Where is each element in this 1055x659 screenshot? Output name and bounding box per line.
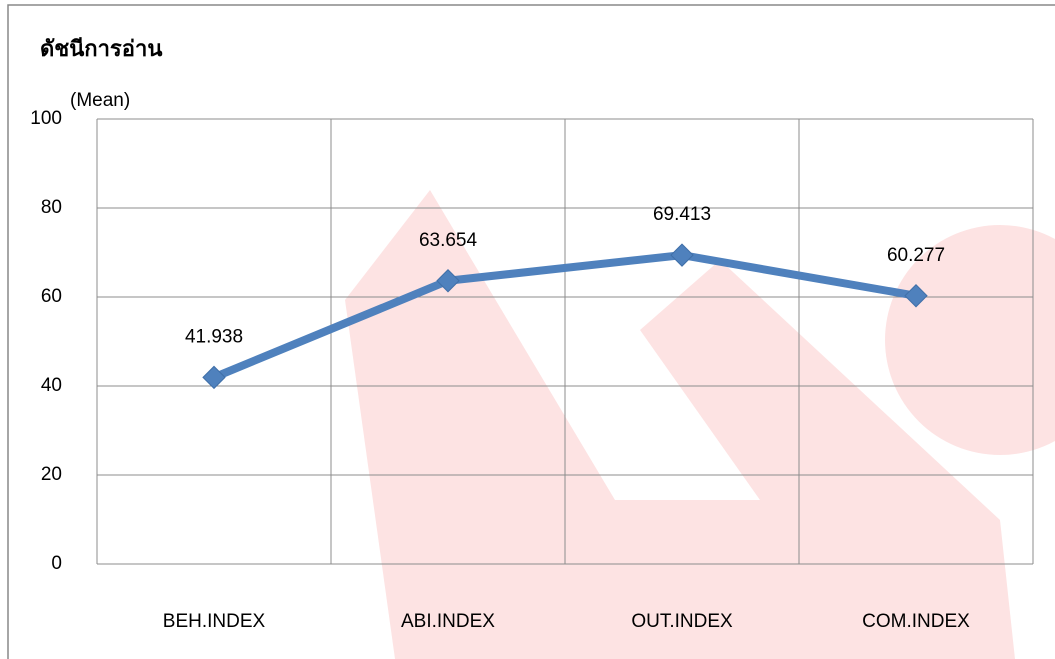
data-label: 60.277 (887, 245, 945, 266)
y-tick-label: 40 (41, 375, 62, 396)
x-tick-label: ABI.INDEX (401, 611, 495, 632)
y-tick-label: 0 (51, 553, 62, 574)
y-axis-label: (Mean) (70, 90, 130, 111)
point-marker (436, 269, 460, 293)
y-tick-label: 80 (41, 197, 62, 218)
y-tick-label: 20 (41, 464, 62, 485)
frame (7, 4, 1055, 659)
y-tick-label: 100 (30, 108, 62, 129)
chart-title: ดัชนีการอ่าน (40, 36, 162, 61)
watermark-shape (345, 190, 1015, 659)
series-line (210, 251, 920, 382)
x-tick-label: COM.INDEX (862, 611, 970, 632)
watermark (345, 190, 1055, 659)
point-marker (202, 365, 226, 390)
x-tick-label: BEH.INDEX (163, 611, 266, 632)
x-tick-label: OUT.INDEX (631, 611, 733, 632)
data-label: 63.654 (419, 230, 478, 251)
watermark-shape (885, 225, 1055, 455)
data-label: 69.413 (653, 204, 711, 225)
point-marker (904, 284, 928, 308)
data-label: 41.938 (185, 326, 243, 347)
point-marker (670, 243, 694, 267)
y-tick-label: 60 (41, 286, 62, 307)
